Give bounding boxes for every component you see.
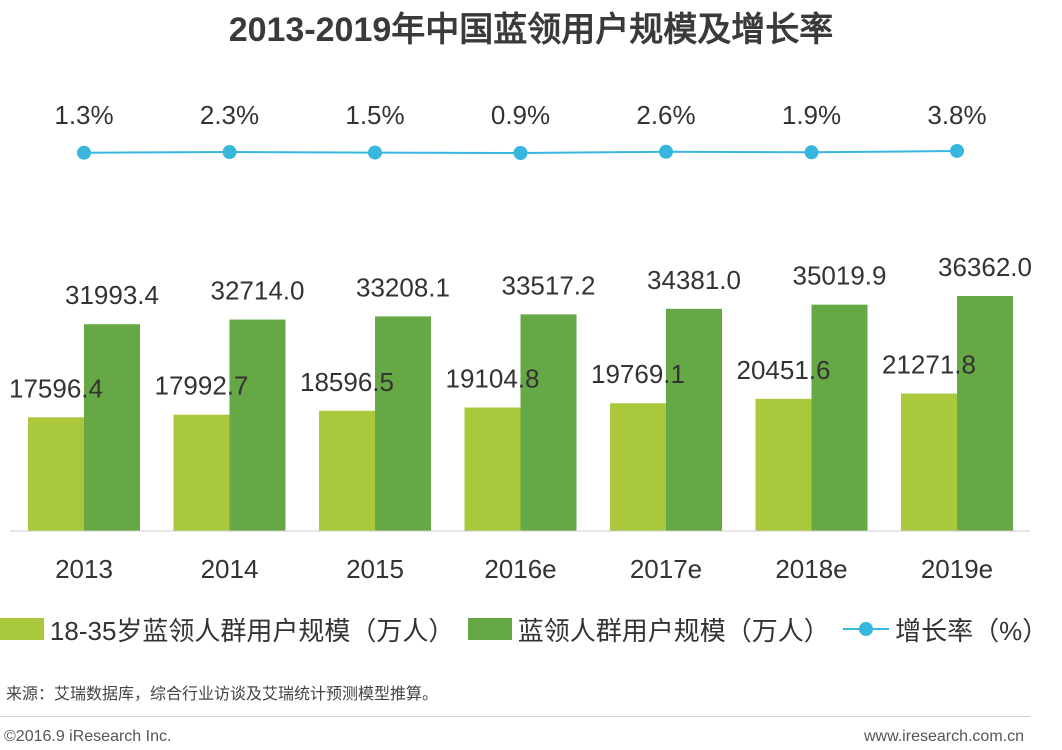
legend-swatch-total (467, 618, 512, 640)
x-tick-2014: 2014 (201, 554, 259, 584)
x-tick-2013: 2013 (55, 554, 113, 584)
bar-young-2016e (464, 407, 521, 531)
growth-label-2013: 1.3% (54, 100, 113, 130)
growth-point-2015 (368, 145, 382, 160)
chart-svg: 1.3% 2.3% 1.5% 0.9% 2.6% 1.9% 3.8% 17596.4 3199… (9, 100, 1032, 584)
label-young-2017e: 19769.1 (591, 359, 685, 389)
bar-total-2013 (84, 324, 140, 531)
legend-label-growth: 增长率（%） (895, 615, 1049, 646)
label-total-2018e: 35019.9 (793, 261, 887, 291)
x-tick-2017e: 2017e (630, 554, 702, 584)
growth-label-2016e: 0.9% (491, 100, 550, 130)
legend-label-young: 18-35岁蓝领人群用户规模（万人） (49, 615, 455, 646)
bar-young-2015 (319, 410, 375, 531)
bar-total-2015 (375, 316, 431, 531)
growth-label-2015: 1.5% (345, 100, 404, 130)
x-tick-labels: 2013 2014 2015 2016e 2017e 2018e 2019e (55, 554, 993, 584)
chart-title: 2013-2019年中国蓝领用户规模及增长率 (228, 11, 834, 49)
legend-item-growth: 增长率（%） (843, 611, 1048, 648)
label-young-2015: 18596.5 (300, 367, 394, 397)
labels-layer: 17596.4 31993.4 17992.7 32714.0 18596.5 33208… (9, 252, 1032, 403)
source-note: 来源：艾瑞数据库，综合行业访谈及艾瑞统计预测模型推算。 (6, 686, 439, 703)
legend: 18-35岁蓝领人群用户规模（万人） 蓝领人群用户规模（万人） 增长率（%） (0, 609, 1062, 649)
label-total-2014: 32714.0 (211, 276, 305, 306)
legend-item-total: 蓝领人群用户规模（万人） (467, 611, 830, 648)
bar-total-2019e (957, 296, 1013, 531)
bar-young-2013 (28, 417, 84, 531)
bar-young-2018e (755, 398, 812, 531)
footer-divider (0, 716, 1030, 717)
label-young-2016e: 19104.8 (446, 364, 540, 394)
label-young-2013: 17596.4 (9, 373, 103, 403)
bar-young-2017e (610, 403, 666, 531)
bar-total-2018e (811, 304, 868, 531)
label-total-2017e: 34381.0 (647, 265, 741, 295)
growth-layer: 1.3% 2.3% 1.5% 0.9% 2.6% 1.9% 3.8% (54, 100, 987, 160)
growth-point-2013 (77, 145, 91, 160)
bar-total-2017e (666, 308, 722, 531)
label-total-2015: 33208.1 (356, 272, 450, 302)
legend-line-growth (843, 618, 890, 640)
growth-label-2019e: 3.8% (927, 100, 986, 130)
growth-point-2017e (659, 144, 673, 159)
x-tick-2019e: 2019e (921, 554, 993, 584)
growth-point-2019e (950, 143, 964, 158)
label-total-2016e: 33517.2 (502, 270, 596, 300)
bars-layer (28, 296, 1013, 531)
bar-young-2019e (901, 393, 957, 531)
growth-point-2014 (222, 145, 237, 160)
x-tick-2018e: 2018e (775, 554, 847, 584)
growth-point-2016e (513, 146, 528, 160)
bar-total-2014 (229, 319, 286, 531)
x-tick-2016e: 2016e (484, 554, 556, 584)
label-young-2019e: 21271.8 (882, 350, 976, 380)
bar-total-2016e (520, 314, 577, 531)
copyright: ©2016.9 iResearch Inc. (4, 728, 172, 745)
growth-label-2017e: 2.6% (636, 100, 695, 130)
legend-swatch-young (0, 618, 44, 640)
growth-label-2018e: 1.9% (782, 100, 841, 130)
legend-label-total: 蓝领人群用户规模（万人） (517, 615, 830, 646)
x-tick-2015: 2015 (346, 554, 404, 584)
website-link[interactable]: www.iresearch.com.cn (863, 728, 1024, 745)
label-total-2013: 31993.4 (65, 280, 159, 310)
growth-label-2014: 2.3% (200, 100, 259, 130)
growth-point-2018e (804, 145, 819, 160)
label-young-2014: 17992.7 (155, 371, 249, 401)
label-total-2019e: 36362.0 (938, 252, 1032, 282)
bar-young-2014 (173, 414, 230, 531)
legend-item-young: 18-35岁蓝领人群用户规模（万人） (0, 611, 454, 648)
label-young-2018e: 20451.6 (737, 355, 831, 385)
